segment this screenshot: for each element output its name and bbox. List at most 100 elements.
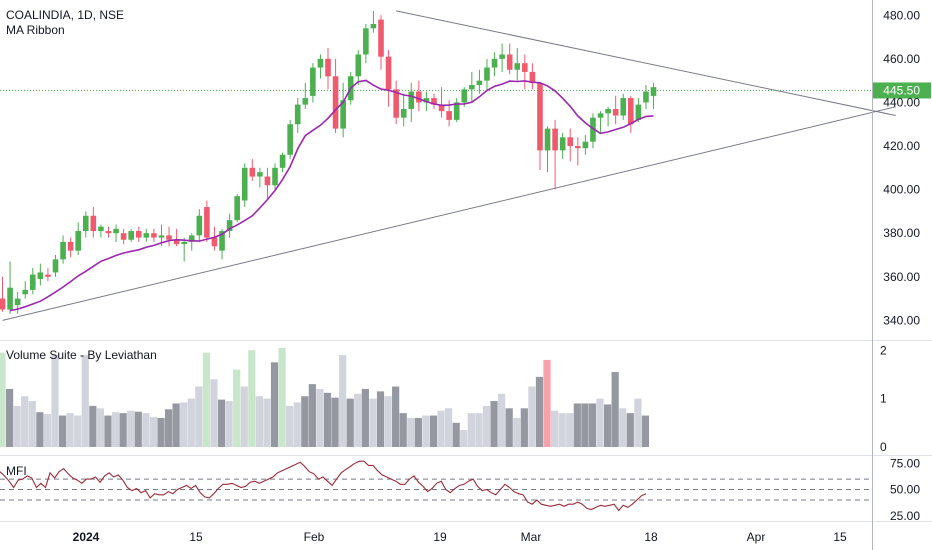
trendline bbox=[2, 106, 896, 321]
candle-body bbox=[537, 82, 543, 151]
candle-body bbox=[151, 233, 157, 238]
volume-bar bbox=[520, 408, 528, 447]
candle-body bbox=[620, 98, 627, 116]
candle-body bbox=[234, 196, 240, 221]
candle-body bbox=[113, 228, 119, 234]
candle-body bbox=[120, 233, 127, 240]
volume-bar bbox=[308, 384, 316, 447]
candle-body bbox=[567, 137, 574, 147]
candle-body bbox=[544, 128, 551, 151]
candle-body bbox=[105, 231, 112, 234]
candle-body bbox=[143, 233, 150, 238]
price-tick-label: 440.00 bbox=[883, 95, 920, 109]
volume-bar bbox=[490, 401, 498, 447]
volume-bar bbox=[127, 410, 135, 447]
volume-bar bbox=[551, 410, 559, 447]
candle-body bbox=[522, 63, 528, 72]
volume-bar bbox=[414, 417, 422, 447]
volume-bar bbox=[513, 417, 521, 447]
volume-bar bbox=[74, 415, 82, 447]
volume-bar bbox=[89, 405, 97, 447]
candle-body bbox=[45, 274, 51, 277]
volume-bar bbox=[535, 376, 544, 447]
candle-body bbox=[370, 23, 377, 29]
mfi-tick-label: 25.00 bbox=[890, 509, 920, 523]
candle-body bbox=[628, 98, 634, 125]
volume-bar bbox=[323, 392, 332, 447]
candle-body bbox=[188, 235, 195, 242]
volume-bar bbox=[263, 398, 271, 447]
volume-bar bbox=[66, 413, 74, 447]
candle-body bbox=[643, 91, 649, 103]
trendline bbox=[396, 10, 896, 117]
candle-body bbox=[514, 63, 521, 70]
volume-bar bbox=[566, 413, 574, 447]
volume-bar bbox=[164, 409, 173, 447]
volume-bar bbox=[293, 402, 301, 447]
volume-bar bbox=[187, 398, 195, 447]
candle-body bbox=[82, 215, 89, 232]
volume-bar bbox=[346, 398, 354, 447]
volume-bar bbox=[13, 405, 21, 447]
candle-body bbox=[0, 298, 6, 310]
candle-body bbox=[135, 231, 142, 238]
volume-bar bbox=[392, 386, 400, 447]
candle-body bbox=[400, 108, 407, 118]
candle-body bbox=[385, 56, 392, 90]
candle-body bbox=[98, 226, 104, 232]
candle-body bbox=[408, 91, 415, 109]
volume-bar bbox=[195, 386, 203, 447]
price-tick-label: 480.00 bbox=[883, 8, 920, 22]
candle-body bbox=[204, 207, 210, 238]
candle-body bbox=[7, 287, 13, 310]
volume-bar bbox=[543, 359, 551, 447]
candle-body bbox=[559, 137, 566, 151]
volume-bar bbox=[21, 396, 29, 447]
candle-body bbox=[14, 298, 21, 306]
volume-bar bbox=[58, 415, 67, 447]
candle-body bbox=[597, 113, 604, 118]
volume-bar bbox=[626, 413, 634, 447]
last-price-label: 445.50 bbox=[883, 83, 920, 97]
candle-body bbox=[499, 54, 505, 59]
volume-bar bbox=[5, 388, 14, 447]
volume-bar bbox=[573, 403, 581, 447]
volume-bar bbox=[339, 355, 347, 447]
volume-bar bbox=[467, 413, 475, 447]
mfi-tick-label: 75.00 bbox=[890, 456, 920, 470]
candle-body bbox=[219, 231, 225, 251]
volume-bar bbox=[172, 403, 180, 447]
candle-body bbox=[158, 235, 165, 238]
time-tick-label: 19 bbox=[433, 530, 447, 544]
volume-bar bbox=[270, 362, 279, 447]
candle-body bbox=[461, 89, 468, 103]
volume-bar bbox=[111, 412, 120, 447]
time-tick-label: Mar bbox=[521, 530, 542, 544]
volume-bar bbox=[217, 399, 226, 447]
volume-bar bbox=[142, 413, 150, 447]
volume-bar bbox=[634, 398, 642, 447]
candle-body bbox=[325, 58, 331, 77]
candle-body bbox=[332, 76, 339, 129]
volume-bar bbox=[445, 408, 453, 447]
candle-body bbox=[423, 98, 430, 103]
volume-tick-label: 0 bbox=[880, 440, 887, 454]
candle-body bbox=[249, 167, 256, 177]
volume-pane bbox=[0, 347, 650, 447]
candle-body bbox=[612, 108, 619, 116]
mfi-pane-title: MFI bbox=[6, 464, 27, 478]
volume-bar bbox=[361, 388, 369, 447]
volume-bar bbox=[316, 388, 324, 447]
volume-bar bbox=[581, 403, 589, 447]
volume-bar bbox=[498, 393, 506, 447]
volume-bar bbox=[36, 412, 44, 447]
candle-body bbox=[264, 176, 271, 186]
volume-bar bbox=[286, 405, 294, 447]
ma-ribbon-line bbox=[9, 79, 654, 312]
volume-bar bbox=[157, 417, 165, 447]
volume-bar bbox=[505, 408, 513, 447]
volume-bar bbox=[482, 405, 491, 447]
mfi-tick-label: 50.00 bbox=[890, 483, 920, 497]
candle-body bbox=[476, 80, 483, 85]
mfi-pane bbox=[0, 460, 872, 512]
